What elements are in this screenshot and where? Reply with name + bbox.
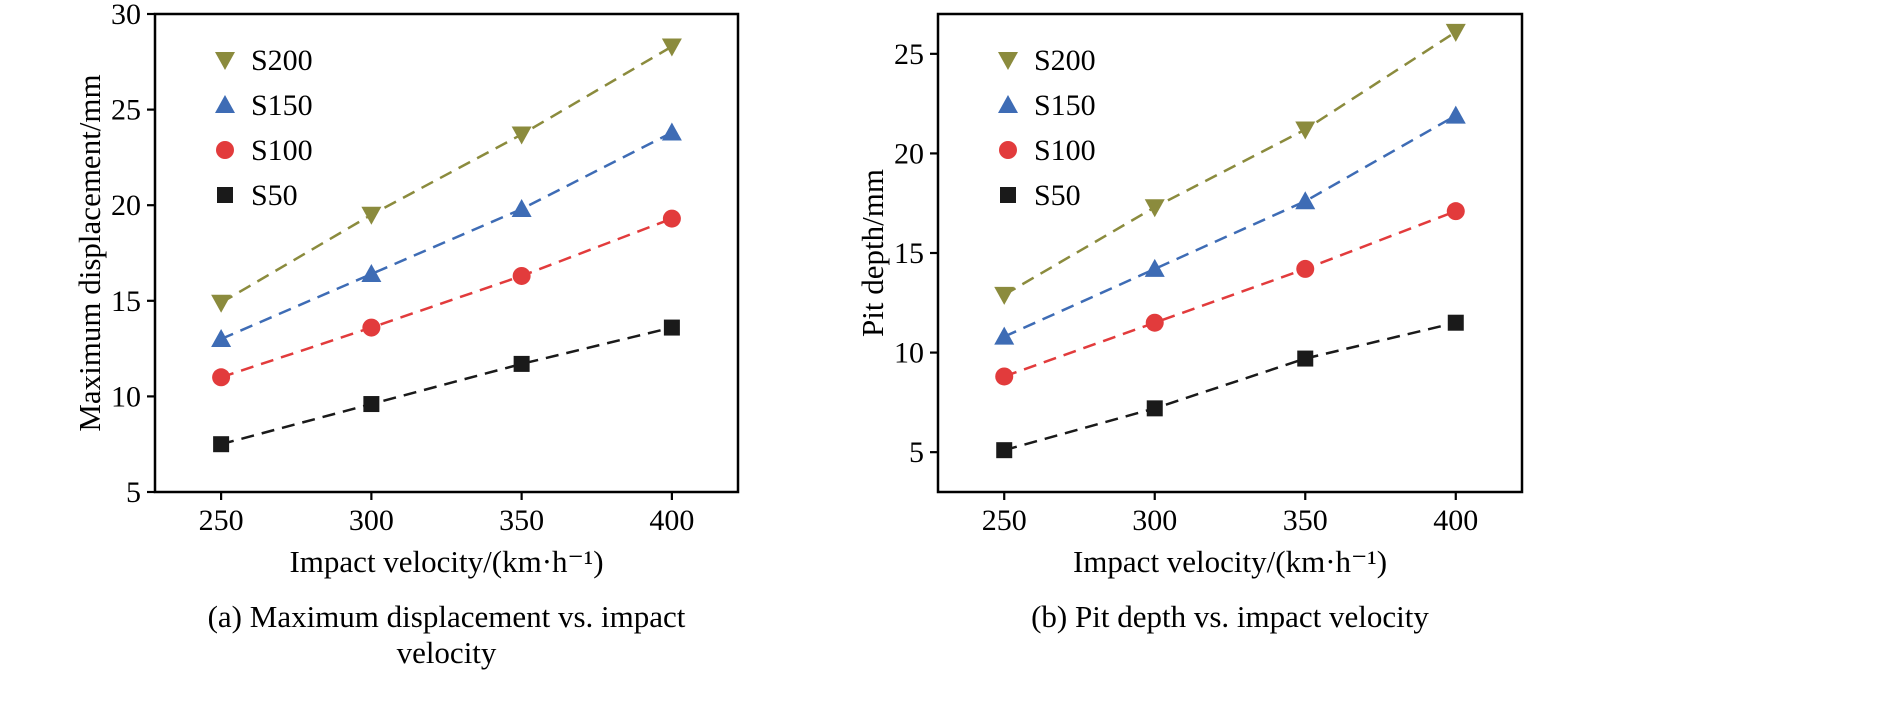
y-axis-tick-label: 5 — [909, 436, 924, 469]
legend-marker-S50 — [1000, 187, 1016, 203]
series-marker-S100 — [212, 368, 231, 387]
series-marker-S150 — [361, 264, 382, 283]
y-axis-title: Maximum displacement/mm — [72, 74, 107, 431]
y-axis-tick-label: 15 — [111, 285, 141, 318]
y-axis-tick-label: 30 — [111, 0, 141, 31]
series-marker-S100 — [362, 318, 381, 337]
series-marker-S100 — [1446, 202, 1465, 221]
legend-marker-S150 — [998, 95, 1018, 113]
series-line-S100 — [1003, 210, 1457, 378]
x-axis-title: Impact velocity/(km·h⁻¹) — [289, 544, 603, 579]
series-marker-S150 — [1445, 105, 1466, 124]
legend-marker-S200 — [998, 52, 1018, 70]
series-marker-S150 — [1295, 191, 1316, 210]
chart-b-caption: (b) Pit depth vs. impact velocity — [1031, 599, 1429, 634]
series-line-S50 — [1003, 321, 1457, 452]
chart-a-caption: (a) Maximum displacement vs. impact velo… — [207, 599, 686, 670]
series-marker-S50 — [663, 319, 680, 336]
y-axis-tick-label: 10 — [894, 337, 924, 370]
legend-label-S100: S100 — [251, 134, 313, 167]
series-marker-S200 — [1144, 199, 1165, 218]
series-line-S150 — [220, 131, 673, 341]
series-marker-S200 — [994, 286, 1015, 305]
x-axis-tick-label: 250 — [199, 504, 244, 537]
legend-marker-S100 — [216, 141, 234, 159]
x-axis-title: Impact velocity/(km·h⁻¹) — [1073, 544, 1387, 579]
y-axis-tick-label: 25 — [894, 38, 924, 71]
series-marker-S100 — [1145, 313, 1164, 332]
legend-label-S100: S100 — [1034, 134, 1096, 167]
series-marker-S150 — [994, 326, 1015, 345]
series-marker-S50 — [213, 436, 230, 453]
y-axis-tick-label: 20 — [111, 189, 141, 222]
series-marker-S50 — [1297, 350, 1314, 367]
legend-label-S50: S50 — [1034, 179, 1081, 212]
legend-label-S200: S200 — [251, 44, 313, 77]
legend-label-S200: S200 — [1034, 44, 1096, 77]
y-axis-tick-label: 15 — [894, 237, 924, 270]
x-axis-tick-label: 400 — [1433, 504, 1478, 537]
series-line-S100 — [220, 217, 673, 379]
series-marker-S200 — [661, 38, 682, 57]
x-axis-tick-label: 350 — [1283, 504, 1328, 537]
chart-b: 250 300 350 400 5 10 15 20 25 Impact velocity/(km… — [855, 12, 1524, 579]
series-marker-S150 — [1144, 258, 1165, 277]
legend-label-S50: S50 — [251, 179, 298, 212]
series-marker-S50 — [996, 442, 1013, 459]
plot-frame — [936, 12, 1524, 494]
series-line-S200 — [220, 45, 673, 304]
series-marker-S200 — [1445, 23, 1466, 42]
y-axis-tick-label: 20 — [894, 137, 924, 170]
series-marker-S200 — [511, 126, 532, 145]
series-marker-S100 — [995, 367, 1014, 386]
x-axis-tick-label: 300 — [349, 504, 394, 537]
series-marker-S150 — [511, 199, 532, 218]
series-marker-S100 — [512, 266, 531, 285]
chart-panel-b: 250 300 350 400 5 10 15 20 25 Impact velocity/(km… — [850, 0, 1590, 728]
series-line-S50 — [220, 326, 673, 446]
x-axis-tick-label: 350 — [499, 504, 544, 537]
series-line-S200 — [1003, 30, 1457, 296]
legend-marker-S100 — [999, 141, 1017, 159]
series-marker-S50 — [1146, 400, 1163, 417]
legend-marker-S50 — [217, 187, 233, 203]
series-marker-S150 — [661, 122, 682, 141]
series-marker-S200 — [1295, 121, 1316, 140]
series-marker-S100 — [662, 209, 681, 228]
legend-label-S150: S150 — [1034, 89, 1096, 122]
series-marker-S150 — [211, 329, 232, 348]
legend-marker-S150 — [215, 95, 235, 113]
y-axis-tick-label: 25 — [111, 94, 141, 127]
series-marker-S50 — [363, 396, 380, 413]
y-axis-title: Pit depth/mm — [855, 169, 890, 337]
chart-panel-a: 250 300 350 400 5 10 15 20 25 30 Impact velocity/(… — [0, 0, 850, 728]
series-marker-S100 — [1296, 259, 1315, 278]
y-axis-tick-label: 10 — [111, 380, 141, 413]
x-axis-tick-label: 250 — [982, 504, 1027, 537]
series-marker-S200 — [211, 294, 232, 313]
x-axis-tick-label: 300 — [1132, 504, 1177, 537]
plot-frame — [153, 12, 740, 494]
y-axis-tick-label: 5 — [126, 476, 141, 509]
x-axis-tick-label: 400 — [649, 504, 694, 537]
legend-marker-S200 — [215, 52, 235, 70]
series-marker-S50 — [1447, 314, 1464, 331]
series-marker-S200 — [361, 206, 382, 225]
series-marker-S50 — [513, 355, 530, 372]
legend-label-S150: S150 — [251, 89, 313, 122]
chart-a: 250 300 350 400 5 10 15 20 25 30 Impact velocity/(… — [72, 0, 740, 579]
